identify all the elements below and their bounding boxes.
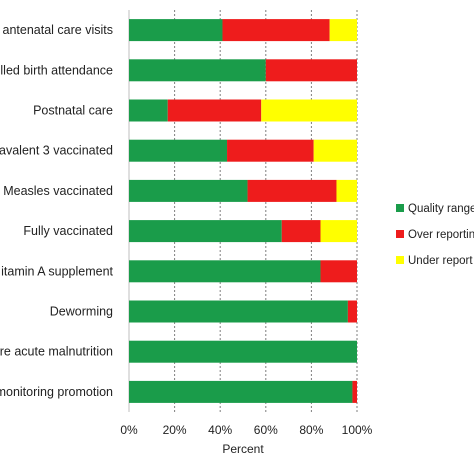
category-label: monitoring promotion bbox=[0, 385, 113, 399]
category-label: tavalent 3 vaccinated bbox=[0, 144, 113, 158]
bar-segment bbox=[129, 300, 348, 323]
category-label: itamin A supplement bbox=[1, 264, 113, 278]
bar-segment bbox=[129, 99, 168, 122]
category-labels: r antenatal care visits lled birth attend… bbox=[0, 23, 114, 399]
bar-segment bbox=[129, 260, 321, 283]
x-tick-label: 60% bbox=[254, 423, 278, 437]
bar-segment bbox=[261, 99, 357, 122]
bar-segment bbox=[247, 179, 337, 202]
bar-segment bbox=[313, 139, 357, 162]
bar-segment bbox=[129, 179, 248, 202]
bar-segment bbox=[129, 340, 357, 363]
bar-segment bbox=[320, 260, 357, 283]
bar-segment bbox=[129, 380, 353, 403]
bars-layer bbox=[129, 19, 357, 403]
legend-swatch bbox=[396, 204, 404, 212]
bar-segment bbox=[167, 99, 262, 122]
category-label: Fully vaccinated bbox=[23, 224, 113, 238]
bar-segment bbox=[227, 139, 314, 162]
category-label: Postnatal care bbox=[33, 104, 113, 118]
category-label: r antenatal care visits bbox=[0, 23, 113, 37]
bar-segment bbox=[329, 19, 357, 42]
legend-swatch bbox=[396, 256, 404, 264]
bar-segment bbox=[129, 220, 282, 243]
bar-segment bbox=[129, 139, 228, 162]
x-axis-title: Percent bbox=[222, 442, 264, 456]
legend-label: Under report bbox=[408, 255, 473, 267]
bar-segment bbox=[129, 19, 223, 42]
bar-segment bbox=[320, 220, 357, 243]
legend: Quality range Over reportin Under report bbox=[396, 203, 474, 267]
bar-segment bbox=[352, 380, 357, 403]
legend-label: Quality range bbox=[408, 203, 474, 215]
legend-swatch bbox=[396, 230, 404, 238]
x-tick-label: 100% bbox=[342, 423, 373, 437]
x-tick-label: 80% bbox=[299, 423, 323, 437]
bar-segment bbox=[222, 19, 330, 42]
bar-segment bbox=[336, 179, 357, 202]
bar-segment bbox=[347, 300, 357, 323]
x-tick-label: 20% bbox=[163, 423, 187, 437]
category-label: Measles vaccinated bbox=[3, 184, 113, 198]
x-tick-labels: 0% 20% 40% 60% 80% 100% bbox=[120, 423, 372, 437]
bar-segment bbox=[129, 59, 266, 82]
x-tick-label: 0% bbox=[120, 423, 138, 437]
bar-segment bbox=[281, 220, 321, 243]
legend-label: Over reportin bbox=[408, 229, 474, 241]
category-label: Deworming bbox=[50, 305, 113, 319]
category-label: ere acute malnutrition bbox=[0, 345, 113, 359]
bar-segment bbox=[265, 59, 357, 82]
category-label: lled birth attendance bbox=[0, 63, 113, 77]
x-tick-label: 40% bbox=[208, 423, 232, 437]
